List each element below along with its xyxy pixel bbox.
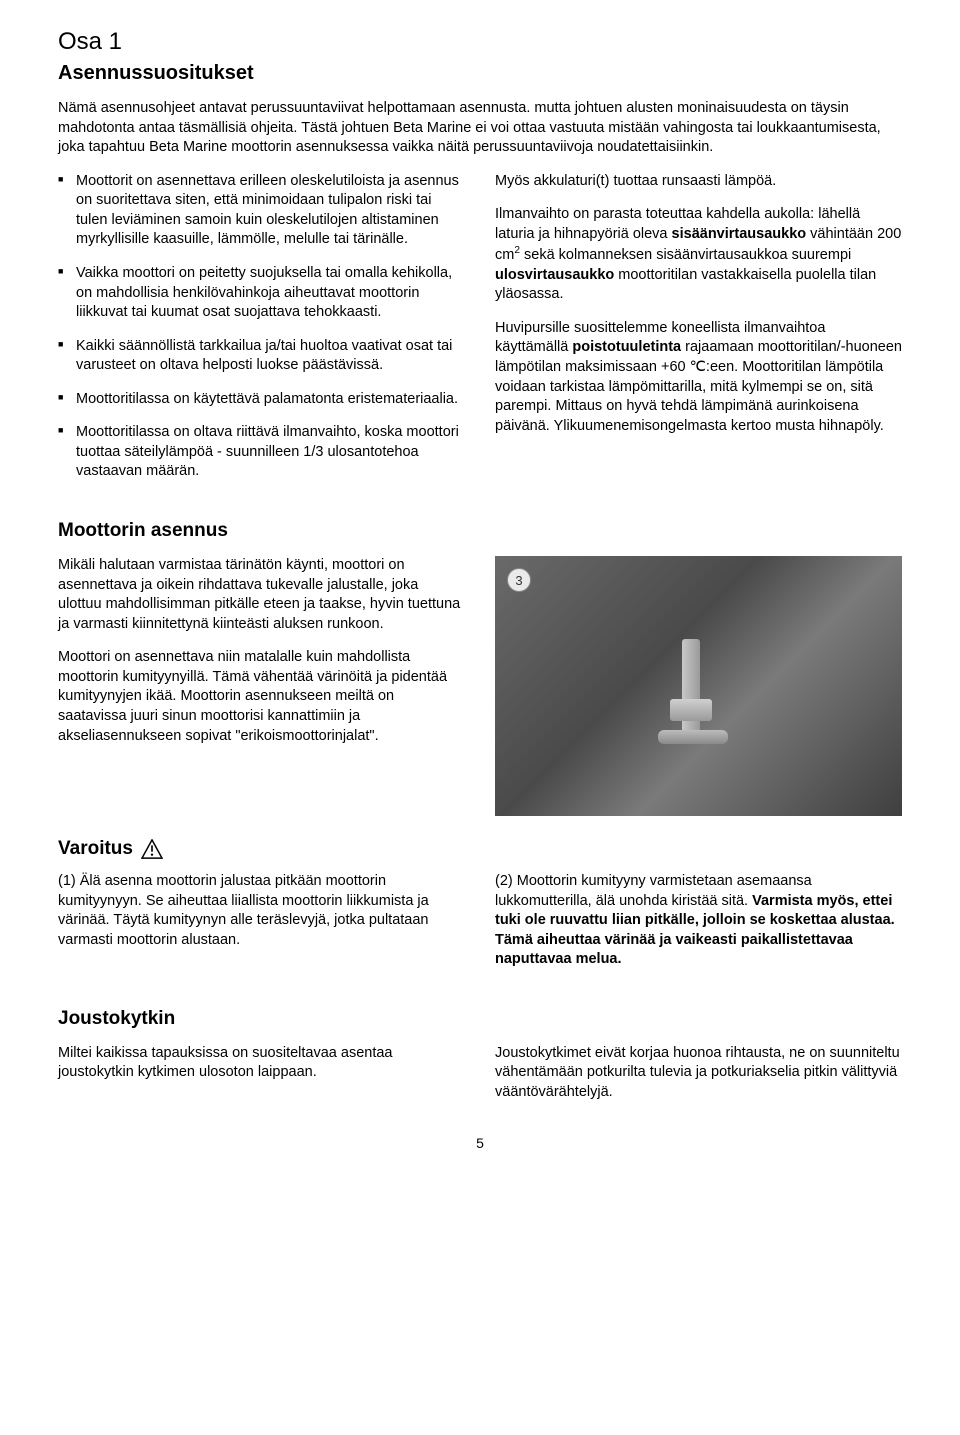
- right-column: Myös akkulaturi(t) tuottaa runsaasti läm…: [495, 172, 902, 496]
- engine-mount-photo: 3: [495, 556, 902, 816]
- bold-term: ulosvirtausaukko: [495, 267, 614, 283]
- mount-heading: Moottorin asennus: [58, 520, 902, 542]
- warning-left-text: (1) Älä asenna moottorin jalustaa pitkää…: [58, 872, 465, 950]
- right-para-1: Myös akkulaturi(t) tuottaa runsaasti läm…: [495, 172, 902, 192]
- photo-bolt-shape: [682, 639, 700, 739]
- coupling-left: Miltei kaikissa tapauksissa on suositelt…: [58, 1044, 465, 1117]
- mount-left-col: Mikäli halutaan varmistaa tärinätön käyn…: [58, 556, 465, 816]
- two-column-section: Moottorit on asennettava erilleen oleske…: [58, 172, 902, 496]
- list-item: Vaikka moottori on peitetty suojuksella …: [58, 264, 465, 323]
- mount-p2: Moottori on asennettava niin matalalle k…: [58, 648, 465, 746]
- warning-left: (1) Älä asenna moottorin jalustaa pitkää…: [58, 872, 465, 984]
- warning-two-col: (1) Älä asenna moottorin jalustaa pitkää…: [58, 872, 902, 984]
- photo-badge: 3: [507, 568, 531, 592]
- list-item: Kaikki säännöllistä tarkkailua ja/tai hu…: [58, 337, 465, 376]
- warning-right: (2) Moottorin kumityyny varmistetaan ase…: [495, 872, 902, 984]
- coupling-left-text: Miltei kaikissa tapauksissa on suositelt…: [58, 1044, 465, 1083]
- coupling-right-text: Joustokytkimet eivät korjaa huonoa rihta…: [495, 1044, 902, 1103]
- right-para-2: Ilmanvaihto on parasta toteuttaa kahdell…: [495, 205, 902, 305]
- mount-p1: Mikäli halutaan varmistaa tärinätön käyn…: [58, 556, 465, 634]
- coupling-heading: Joustokytkin: [58, 1008, 902, 1030]
- list-item: Moottoritilassa on oltava riittävä ilman…: [58, 423, 465, 482]
- page: Osa 1 Asennussuositukset Nämä asennusohj…: [0, 0, 960, 1435]
- warning-label: Varoitus: [58, 838, 133, 860]
- coupling-two-col: Miltei kaikissa tapauksissa on suositelt…: [58, 1044, 902, 1117]
- warning-triangle-icon: [141, 839, 163, 859]
- section-number: Osa 1: [58, 28, 902, 56]
- list-item: Moottorit on asennettava erilleen oleske…: [58, 172, 465, 250]
- photo-nut-shape: [670, 699, 712, 721]
- list-item: Moottoritilassa on käytettävä palamatont…: [58, 390, 465, 410]
- bullet-list: Moottorit on asennettava erilleen oleske…: [58, 172, 465, 482]
- text: sekä kolmanneksen sisäänvirtausaukkoa su…: [520, 247, 851, 263]
- section-subtitle: Asennussuositukset: [58, 62, 902, 85]
- left-column: Moottorit on asennettava erilleen oleske…: [58, 172, 465, 496]
- mount-row: Mikäli halutaan varmistaa tärinätön käyn…: [58, 556, 902, 816]
- warning-heading-row: Varoitus: [58, 838, 902, 860]
- bold-term: poistotuuletinta: [572, 339, 681, 355]
- warning-right-text: (2) Moottorin kumityyny varmistetaan ase…: [495, 872, 902, 970]
- bold-term: sisäänvirtausaukko: [672, 226, 807, 242]
- page-number: 5: [58, 1135, 902, 1151]
- mount-right-col: 3: [495, 556, 902, 816]
- photo-washer-shape: [658, 730, 728, 744]
- right-para-3: Huvipursille suosittelemme koneellista i…: [495, 319, 902, 436]
- coupling-right: Joustokytkimet eivät korjaa huonoa rihta…: [495, 1044, 902, 1117]
- intro-paragraph: Nämä asennusohjeet antavat perussuuntavi…: [58, 99, 902, 158]
